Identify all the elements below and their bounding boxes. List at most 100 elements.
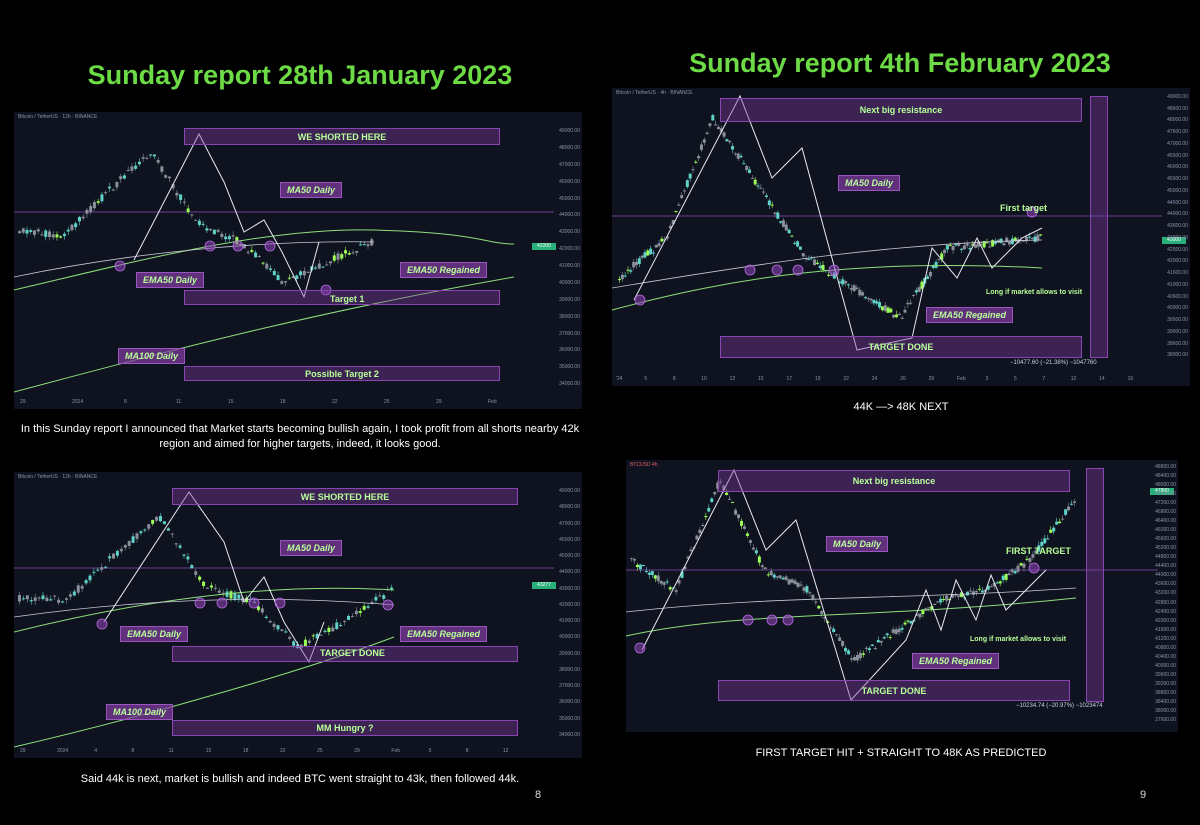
price-tick: 47000.00 [559,161,580,168]
candle [734,509,738,515]
candle [722,485,726,490]
candle [793,580,797,585]
candle [1064,509,1068,515]
candle [695,535,699,540]
candle [674,210,678,212]
candle [329,261,333,264]
chart-header: Bitcoin / TetherUS · 12h · BINANCE [18,114,98,120]
candle [77,217,81,222]
candle [798,246,802,250]
candle [668,587,672,590]
candle [340,254,344,259]
candle [315,633,319,639]
price-tick: 40800.00 [1155,644,1176,651]
candle [992,583,996,587]
candle [686,556,690,559]
candle [638,564,642,570]
candle [776,212,780,219]
candle [92,202,96,209]
candle [70,224,74,231]
candle [982,241,986,248]
projection-zigzag [103,491,325,664]
candle [649,248,653,255]
candle [213,587,217,589]
candle [630,558,633,560]
candle [728,140,732,143]
candle [674,590,678,592]
candle [864,647,868,649]
candle [170,533,174,535]
time-tick: 14 [1099,376,1105,382]
touch-marker [744,264,756,276]
candle [988,246,992,248]
candle [179,194,183,201]
candle [96,569,100,571]
candle [143,529,147,531]
candle [742,526,746,529]
price-tick: 42400.00 [1155,608,1176,615]
candle [858,652,862,659]
price-tick: 41000.00 [559,263,580,269]
candle [111,189,115,191]
measure-bar [1090,96,1108,358]
candle [643,252,647,258]
ema50-daily-line [626,597,1077,637]
price-tick: 41200.00 [1155,635,1176,642]
touch-marker [771,264,783,276]
candle [288,636,292,639]
candle [362,244,366,246]
candle [171,184,175,189]
candle [701,524,705,526]
price-tick: 37000.00 [559,330,580,337]
candle [657,243,661,247]
page-number-right: 9 [1140,789,1147,801]
chart-canvas [612,94,1162,351]
target-done-box: TARGET DONE [720,336,1082,358]
price-tick: 49000.00 [559,128,580,134]
candle [1028,558,1032,562]
candle [847,650,851,655]
price-tick: 47600.00 [1155,491,1176,498]
ema50-daily-line [14,587,395,633]
candle [1005,237,1009,243]
projection-zigzag [133,132,320,299]
candle [205,228,209,231]
touch-marker [96,618,108,630]
chart-header: Bitcoin / TetherUS · 4h · BINANCE [616,90,693,96]
candle [36,229,40,232]
candle [21,598,25,600]
price-axis: 49000.00 48600.00 48000.00 47600.00 47000.00… [1162,94,1188,364]
touch-marker [766,614,778,626]
candle [888,636,892,638]
candle [725,492,729,495]
candle [321,266,325,268]
candle [156,159,160,163]
candle [1070,503,1074,505]
candle [25,595,29,600]
candle [781,220,785,227]
candle [194,219,198,221]
candle [268,620,272,623]
candle [867,648,871,651]
candle [265,263,269,269]
candle [343,620,347,622]
price-tick: 46000.00 [559,536,580,543]
candle [948,244,952,246]
candle [954,594,958,596]
target-done-zone [172,646,518,662]
candle [811,594,815,600]
candle [1002,243,1006,246]
candle [641,564,645,567]
price-tick: 44400.00 [1155,563,1176,570]
candle [818,265,822,269]
time-tick: 2024 [57,748,69,754]
time-tick: 25 [384,399,390,405]
candle [802,587,806,591]
candle [85,209,89,214]
candle [939,598,943,603]
candle [350,616,354,618]
candle [264,616,268,619]
candle [250,250,254,252]
time-tick: 11 [176,399,182,405]
time-tick: 29 [20,748,26,754]
